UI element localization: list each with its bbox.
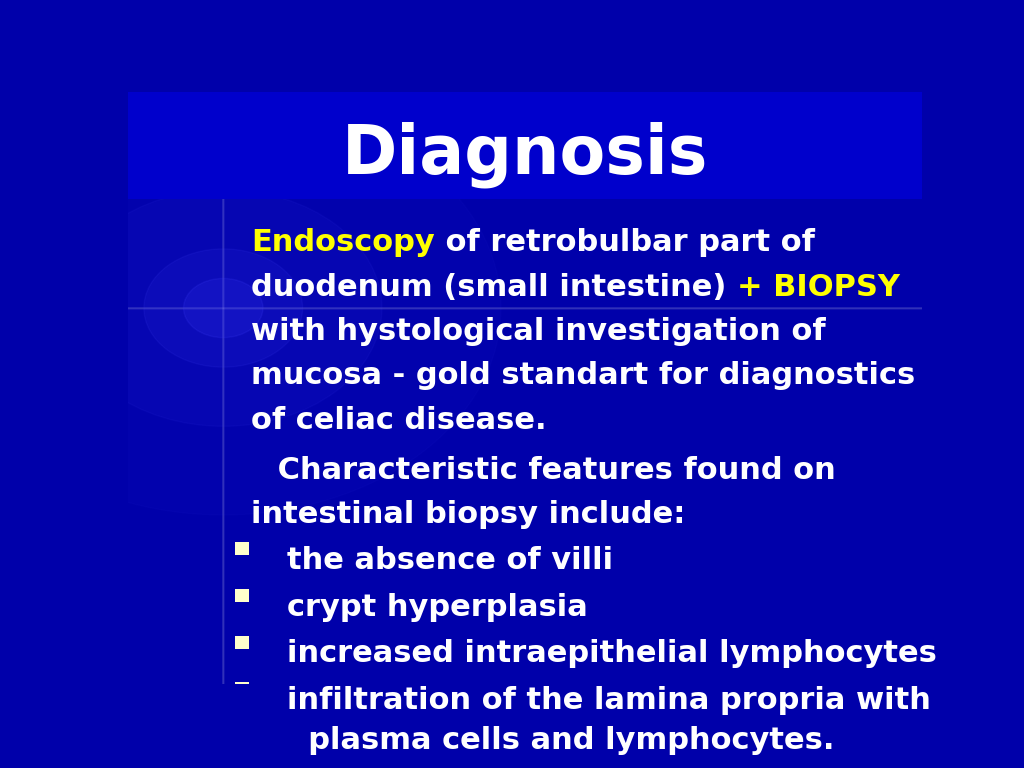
Text: increased intraepithelial lymphocytes: increased intraepithelial lymphocytes: [287, 639, 937, 668]
Text: + BIOPSY: + BIOPSY: [737, 273, 900, 302]
FancyBboxPatch shape: [236, 589, 250, 602]
Circle shape: [65, 190, 382, 426]
Text: Endoscopy: Endoscopy: [251, 228, 435, 257]
Text: of retrobulbar part of: of retrobulbar part of: [435, 228, 815, 257]
Circle shape: [183, 279, 263, 338]
FancyBboxPatch shape: [236, 682, 250, 695]
FancyBboxPatch shape: [128, 92, 922, 199]
Circle shape: [143, 249, 303, 367]
Text: the absence of villi: the absence of villi: [287, 546, 612, 575]
FancyBboxPatch shape: [236, 542, 250, 555]
Text: duodenum (small intestine): duodenum (small intestine): [251, 273, 737, 302]
Text: mucosa - gold standart for diagnostics: mucosa - gold standart for diagnostics: [251, 361, 915, 390]
Text: Characteristic features found on: Characteristic features found on: [267, 456, 836, 485]
Text: infiltration of the lamina propria with: infiltration of the lamina propria with: [287, 686, 931, 715]
Text: of celiac disease.: of celiac disease.: [251, 406, 547, 435]
FancyBboxPatch shape: [236, 636, 250, 649]
Text: with hystological investigation of: with hystological investigation of: [251, 317, 825, 346]
Text: intestinal biopsy include:: intestinal biopsy include:: [251, 500, 685, 529]
Text: plasma cells and lymphocytes.: plasma cells and lymphocytes.: [287, 727, 835, 756]
Text: crypt hyperplasia: crypt hyperplasia: [287, 593, 588, 621]
Text: Diagnosis: Diagnosis: [342, 121, 708, 187]
